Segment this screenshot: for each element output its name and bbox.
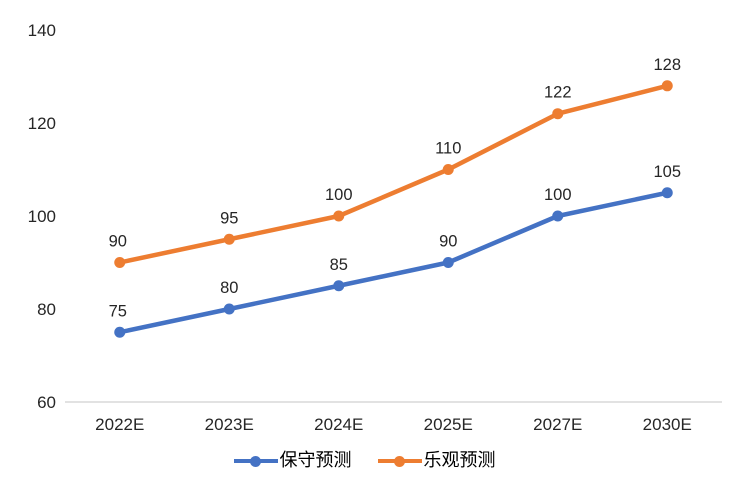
data-point-label: 85 [330, 256, 348, 274]
data-point-label: 90 [439, 233, 457, 251]
x-axis-category-label: 2027E [533, 415, 582, 434]
data-point-label: 95 [220, 209, 238, 227]
data-point-marker[interactable] [442, 164, 454, 175]
legend-label-conservative: 保守预测 [279, 450, 352, 471]
series-line-1[interactable] [117, 83, 670, 265]
data-point-label: 90 [109, 233, 127, 251]
x-axis-category-label: 2024E [314, 415, 363, 434]
data-point-label: 100 [544, 186, 572, 204]
data-point-marker[interactable] [661, 187, 673, 199]
y-axis-tick-label: 60 [37, 393, 56, 412]
data-point-label: 80 [220, 279, 238, 297]
data-point-marker[interactable] [223, 303, 235, 315]
data-point-label: 128 [653, 56, 681, 74]
legend-line-marker-icon [377, 455, 422, 467]
data-point-marker[interactable] [333, 210, 345, 222]
legend-label-optimistic: 乐观预测 [423, 450, 496, 471]
data-point-marker[interactable] [552, 108, 564, 120]
y-axis-tick-label: 120 [28, 114, 56, 133]
legend-item-optimistic[interactable]: 乐观预测 [377, 450, 496, 471]
x-axis-category-label: 2022E [95, 415, 144, 434]
y-axis-tick-label: 140 [28, 21, 56, 40]
x-axis-category-label: 2025E [424, 415, 473, 434]
chart-legend: 保守预测 乐观预测 [0, 452, 729, 470]
series-line-0[interactable] [117, 190, 670, 335]
data-point-marker[interactable] [442, 257, 454, 268]
data-point-label: 105 [653, 163, 681, 181]
y-axis-tick-label: 100 [28, 207, 56, 226]
x-axis-category-label: 2023E [205, 415, 254, 434]
legend-line-marker-icon [233, 455, 278, 467]
data-point-label: 110 [435, 140, 461, 158]
data-point-label: 122 [544, 84, 572, 102]
data-point-marker[interactable] [552, 210, 564, 222]
data-point-marker[interactable] [333, 280, 345, 292]
data-point-marker[interactable] [661, 80, 673, 92]
data-point-label: 75 [109, 302, 127, 320]
line-chart-canvas: 60 80 100 120 140 2022E 2023E 2024E 2025E 2027E 20… [28, 21, 722, 434]
y-axis-tick-label: 80 [37, 300, 56, 319]
x-axis-category-label: 2030E [643, 415, 692, 434]
data-point-marker[interactable] [114, 326, 126, 338]
data-point-marker[interactable] [223, 233, 235, 245]
data-point-label: 100 [325, 186, 353, 204]
legend-item-conservative[interactable]: 保守预测 [233, 450, 352, 471]
data-point-marker[interactable] [114, 257, 126, 268]
